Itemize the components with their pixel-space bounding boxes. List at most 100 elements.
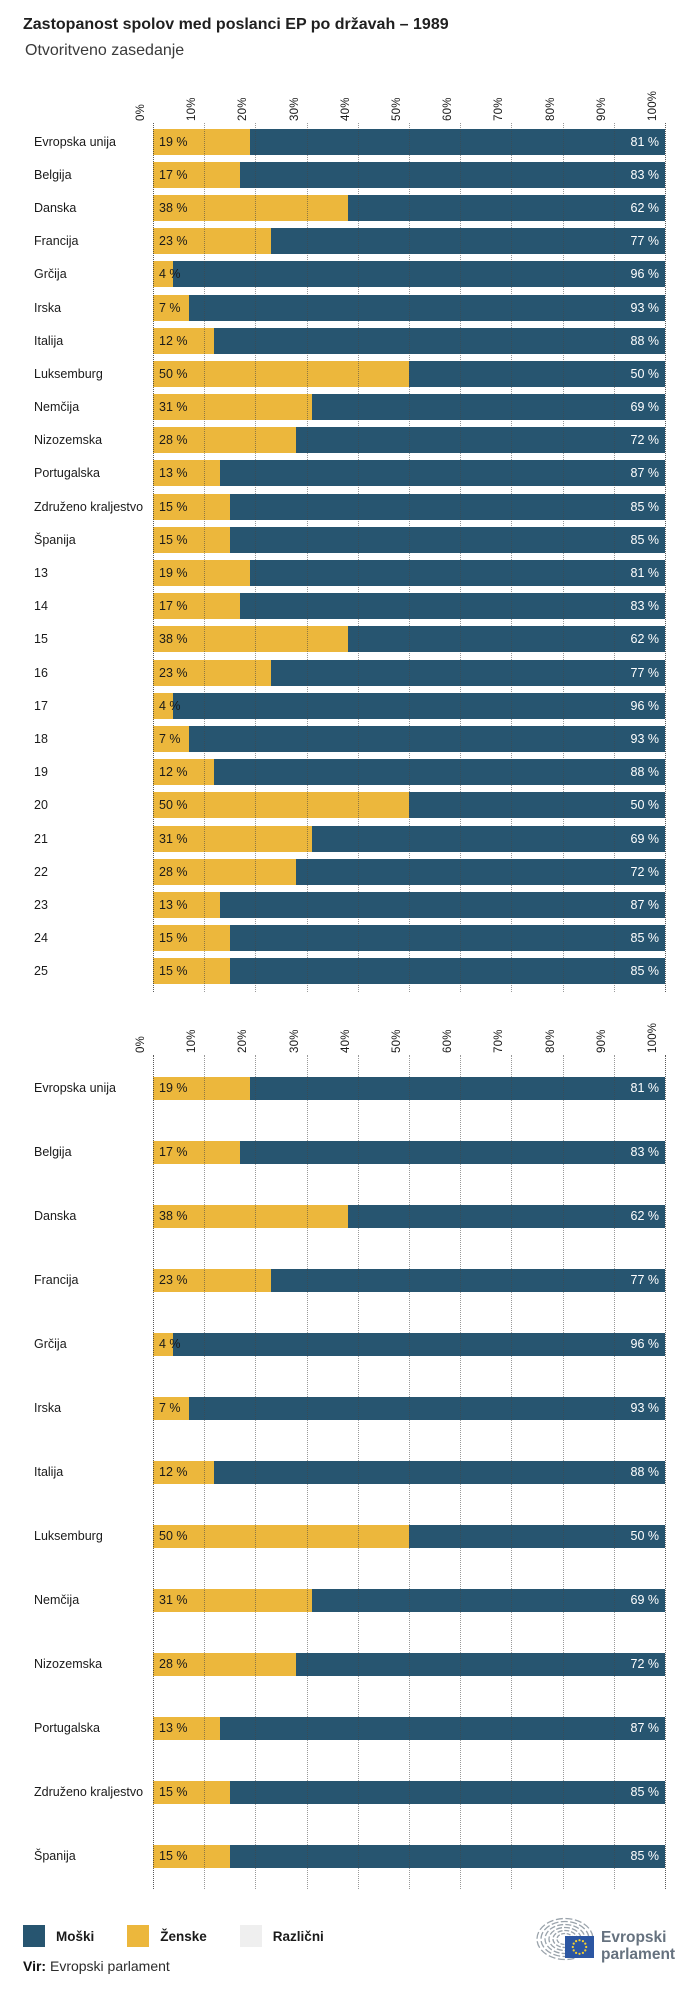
- value-label-zenske: 7 %: [159, 300, 181, 315]
- bar-row: 23 13 % 87 %: [0, 888, 700, 921]
- value-label-moski: 81 %: [630, 566, 660, 581]
- bar-segment-zenske: 12 %: [153, 759, 215, 786]
- stacked-bar: 28 % 72 %: [153, 858, 665, 885]
- bar-segment-moski: 93 %: [188, 725, 665, 752]
- row-label: Portugalska: [34, 1721, 101, 1735]
- value-label-zenske: 17 %: [159, 1145, 188, 1159]
- value-label-zenske: 23 %: [159, 234, 188, 249]
- row-label: 24: [34, 931, 48, 946]
- bar-segment-zenske: 13 %: [153, 891, 220, 918]
- eu-flag-icon: [565, 1936, 594, 1958]
- bar-segment-moski: 85 %: [229, 958, 665, 985]
- bar-segment-moski: 72 %: [296, 858, 665, 885]
- bar-segment-zenske: 19 %: [153, 128, 251, 155]
- value-label-moski: 83 %: [630, 599, 660, 614]
- stacked-bar: 50 % 50 %: [153, 360, 665, 387]
- bar-row: 14 17 % 83 %: [0, 590, 700, 623]
- value-label-moski: 77 %: [630, 1273, 660, 1287]
- x-axis-tick-label: 30%: [288, 1029, 301, 1053]
- value-label-moski: 72 %: [630, 433, 660, 448]
- row-label: Luksemburg: [34, 1529, 103, 1543]
- bar-row: 17 4 % 96 %: [0, 689, 700, 722]
- stacked-bar: 7 % 93 %: [153, 725, 665, 752]
- bar-segment-zenske: 38 %: [153, 1204, 348, 1228]
- legend-swatch: [23, 1925, 45, 1947]
- bar-row: Belgija 17 % 83 %: [0, 158, 700, 191]
- bar-segment-zenske: 23 %: [153, 228, 271, 255]
- bar-segment-moski: 77 %: [270, 659, 665, 686]
- value-label-zenske: 38 %: [159, 1209, 188, 1223]
- value-label-moski: 72 %: [630, 864, 660, 879]
- row-label: Italija: [34, 1465, 64, 1479]
- bar-segment-zenske: 23 %: [153, 659, 271, 686]
- stacked-bar: 28 % 72 %: [153, 427, 665, 454]
- row-label: Belgija: [34, 1145, 72, 1159]
- x-axis-tick-label: 70%: [493, 1029, 506, 1053]
- bar-segment-moski: 69 %: [311, 1588, 665, 1612]
- bar-segment-zenske: 17 %: [153, 1140, 241, 1164]
- bar-row: 15 38 % 62 %: [0, 623, 700, 656]
- value-label-zenske: 23 %: [159, 1273, 188, 1287]
- value-label-moski: 72 %: [630, 1657, 660, 1671]
- stacked-bar: 23 % 77 %: [153, 1268, 665, 1292]
- bar-segment-zenske: 28 %: [153, 427, 297, 454]
- stacked-bar: 4 % 96 %: [153, 261, 665, 288]
- bar-segment-moski: 81 %: [250, 128, 665, 155]
- value-label-zenske: 50 %: [159, 366, 188, 381]
- value-label-zenske: 15 %: [159, 532, 188, 547]
- bar-segment-zenske: 4 %: [153, 261, 181, 288]
- value-label-moski: 88 %: [630, 1465, 660, 1479]
- bar-segment-zenske: 13 %: [153, 1716, 220, 1740]
- row-label: Danska: [34, 200, 77, 215]
- bar-row: Grčija 4 % 96 %: [0, 1312, 700, 1376]
- bar-segment-moski: 85 %: [229, 1844, 665, 1868]
- bar-row: Združeno kraljestvo 15 % 85 %: [0, 1760, 700, 1824]
- stacked-bar: 31 % 69 %: [153, 1588, 665, 1612]
- row-label: Evropska unija: [34, 1081, 116, 1095]
- svg-text:Evropski: Evropski: [601, 1929, 666, 1946]
- x-axis-tick-label: 70%: [493, 97, 506, 121]
- stacked-bar: 31 % 69 %: [153, 394, 665, 421]
- bar-segment-moski: 96 %: [173, 692, 665, 719]
- bar-segment-zenske: 50 %: [153, 792, 409, 819]
- bar-row: Evropska unija 19 % 81 %: [0, 125, 700, 158]
- bar-segment-zenske: 17 %: [153, 161, 241, 188]
- bar-segment-moski: 77 %: [270, 1268, 665, 1292]
- bar-segment-zenske: 15 %: [153, 1780, 230, 1804]
- bar-segment-zenske: 19 %: [153, 560, 251, 587]
- value-label-zenske: 28 %: [159, 1657, 188, 1671]
- bar-segment-zenske: 7 %: [153, 725, 189, 752]
- x-axis-tick-label: 20%: [237, 97, 250, 121]
- stacked-bar: 23 % 77 %: [153, 228, 665, 255]
- x-axis-tick-label: 90%: [595, 97, 608, 121]
- legend-swatch: [127, 1925, 150, 1947]
- value-label-zenske: 19 %: [159, 1081, 188, 1095]
- bar-segment-moski: 81 %: [250, 560, 665, 587]
- bar-segment-zenske: 7 %: [153, 1396, 189, 1420]
- bar-segment-zenske: 15 %: [153, 925, 230, 952]
- bar-row: Luksemburg 50 % 50 %: [0, 1504, 700, 1568]
- row-label: Portugalska: [34, 466, 101, 481]
- bar-segment-moski: 83 %: [240, 1140, 665, 1164]
- bar-segment-zenske: 38 %: [153, 194, 348, 221]
- bar-segment-moski: 85 %: [229, 925, 665, 952]
- bar-row: 20 50 % 50 %: [0, 789, 700, 822]
- row-label: 19: [34, 765, 48, 780]
- stacked-bar: 12 % 88 %: [153, 759, 665, 786]
- value-label-moski: 62 %: [630, 200, 660, 215]
- bar-segment-moski: 50 %: [409, 792, 665, 819]
- value-label-zenske: 12 %: [159, 1465, 188, 1479]
- row-label: Združeno kraljestvo: [34, 1785, 144, 1799]
- plot-area: Evropska unija 19 % 81 % Belgija 17 % 83 % Dan…: [0, 1055, 700, 1889]
- legend-label: Različni: [272, 1928, 324, 1944]
- stacked-bar: 12 % 88 %: [153, 327, 665, 354]
- value-label-zenske: 28 %: [159, 433, 188, 448]
- bar-segment-zenske: 28 %: [153, 1652, 297, 1676]
- value-label-moski: 88 %: [630, 765, 660, 780]
- ep-hemicycle-icon: Evropski parlament: [536, 1917, 675, 1963]
- stacked-bar: 19 % 81 %: [153, 1076, 665, 1100]
- row-label: Združeno kraljestvo: [34, 499, 144, 514]
- bar-segment-zenske: 31 %: [153, 1588, 312, 1612]
- row-label: Evropska unija: [34, 134, 116, 149]
- stacked-bar: 15 % 85 %: [153, 493, 665, 520]
